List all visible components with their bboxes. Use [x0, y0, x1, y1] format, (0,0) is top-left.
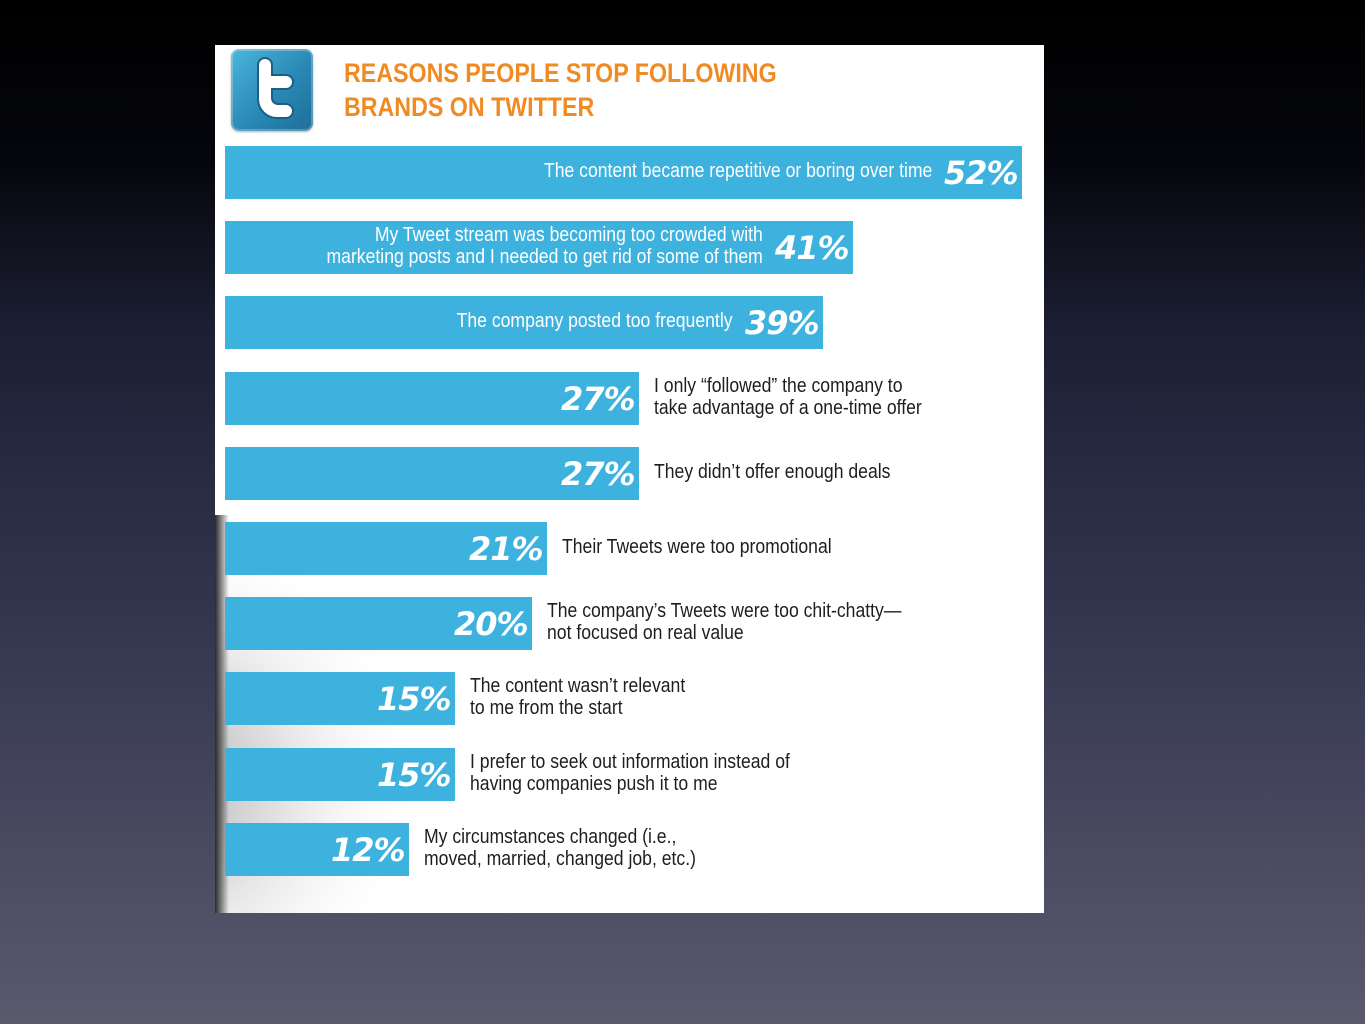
bar-category-label: The company posted too frequently — [457, 310, 733, 332]
twitter-t-icon — [257, 57, 294, 119]
bar-category-label-line: I only “followed” the company to — [654, 375, 903, 397]
bar-5 — [225, 447, 639, 500]
slide-image: REASONS PEOPLE STOP FOLLOWING BRANDS ON … — [215, 45, 1044, 913]
bar-value-label: 12% — [331, 831, 406, 869]
bar-value-label: 15% — [377, 680, 452, 718]
bar-category-label-line: My Tweet stream was becoming too crowded… — [374, 224, 763, 246]
bar-value-label: 39% — [745, 304, 820, 342]
bar-category-label-line: to me from the start — [470, 697, 623, 719]
bar-3 — [225, 296, 823, 349]
bar-10 — [225, 823, 409, 876]
bar-4 — [225, 372, 639, 425]
bar-category-label-line: The company’s Tweets were too chit-chatt… — [547, 600, 902, 622]
bar-category-label-line: They didn’t offer enough deals — [654, 461, 891, 483]
chart-title-line-2: BRANDS ON TWITTER — [344, 92, 595, 122]
bar-category-label-line: Their Tweets were too promotional — [562, 536, 832, 558]
bar-value-label: 27% — [561, 380, 636, 418]
bar-1 — [225, 146, 1022, 199]
bar-category-label: My Tweet stream was becoming too crowded… — [327, 224, 763, 268]
bar-category-label: The company’s Tweets were too chit-chatt… — [547, 600, 901, 644]
twitter-logo — [231, 49, 313, 131]
bar-category-label-line: not focused on real value — [547, 622, 744, 644]
bar-category-label-line: having companies push it to me — [470, 773, 718, 795]
bar-category-label: I prefer to seek out information instead… — [470, 751, 790, 795]
bar-category-label-line: take advantage of a one-time offer — [654, 397, 922, 419]
bar-value-label: 27% — [561, 455, 636, 493]
bar-value-label: 52% — [944, 154, 1019, 192]
bar-category-label: The content became repetitive or boring … — [544, 160, 932, 182]
bar-value-label: 41% — [775, 229, 850, 267]
bar-category-label-line: The content became repetitive or boring … — [543, 160, 932, 182]
bar-category-label-line: marketing posts and I needed to get rid … — [326, 246, 763, 268]
bar-value-label: 21% — [469, 530, 544, 568]
bar-category-label-line: I prefer to seek out information instead… — [470, 751, 790, 773]
bar-2 — [225, 221, 853, 274]
bar-value-label: 15% — [377, 756, 452, 794]
bar-category-label-line: The company posted too frequently — [457, 310, 733, 332]
bar-category-label-line: The content wasn’t relevant — [470, 675, 686, 697]
bar-category-label: I only “followed” the company to take adv… — [654, 375, 922, 419]
bar-8 — [225, 672, 455, 725]
bar-category-label-line: My circumstances changed (i.e., — [424, 826, 677, 848]
bar-9 — [225, 748, 455, 801]
bar-value-label: 20% — [454, 605, 529, 643]
bar-6 — [225, 522, 547, 575]
bar-category-label: The content wasn’t relevant to me from th… — [470, 675, 685, 719]
bar-category-label: They didn’t offer enough deals — [654, 461, 890, 483]
bar-category-label: Their Tweets were too promotional — [562, 536, 832, 558]
bar-category-label-line: moved, married, changed job, etc.) — [424, 848, 696, 870]
bar-category-label: My circumstances changed (i.e., moved, ma… — [424, 826, 696, 870]
chart-title-line-1: REASONS PEOPLE STOP FOLLOWING — [344, 58, 777, 88]
bar-7 — [225, 597, 532, 650]
